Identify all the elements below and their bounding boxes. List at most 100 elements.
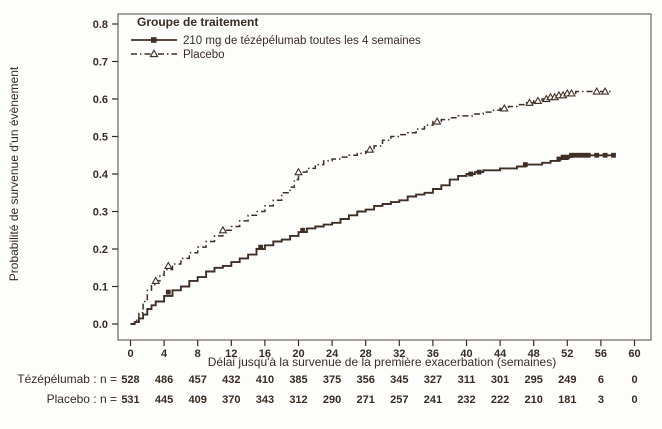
risk-value-tezepelumab: 528	[121, 374, 139, 386]
plot-frame	[117, 13, 652, 341]
x-tick-label: 48	[528, 348, 540, 360]
censor-triangle-marker-icon	[294, 167, 303, 176]
risk-value-placebo: 222	[491, 394, 509, 406]
censor-square-marker-icon	[611, 152, 616, 158]
censor-triangle-marker-icon	[365, 145, 375, 153]
x-tick-label: 24	[326, 348, 339, 360]
x-tick-label: 32	[393, 348, 405, 360]
y-axis-ticks: 0.0 0.1 0.2 0.3 0.4 0.5 0.6 0.7 0.8	[93, 19, 118, 331]
risk-value-placebo: 290	[323, 394, 341, 406]
x-tick-label: 16	[259, 348, 271, 360]
risk-value-tezepelumab: 457	[189, 374, 207, 386]
legend: Groupe de traitement 210 mg de tézépélum…	[131, 15, 421, 61]
censor-triangle-marker-icon	[567, 88, 576, 97]
risk-value-placebo: 271	[357, 394, 375, 406]
x-tick-label: 60	[628, 348, 640, 360]
censor-square-marker-icon	[594, 152, 600, 158]
x-tick-label: 0	[127, 348, 133, 360]
y-tick-label: 0.2	[93, 244, 108, 256]
risk-table-values: 528 486 457 432 410 385 375 356 345 327 311 301 295 2…	[121, 374, 637, 406]
risk-value-tezepelumab: 6	[598, 374, 604, 386]
risk-value-tezepelumab: 486	[155, 374, 173, 386]
censor-triangle-marker-icon	[218, 225, 228, 234]
x-axis-title: Délai jusqu'à la survenue de la première…	[208, 355, 556, 369]
curve-tezepelumab	[130, 154, 614, 325]
x-tick-label: 12	[225, 348, 237, 360]
legend-item-tezepelumab: 210 mg de tézépélumab toutes les 4 semai…	[131, 35, 421, 47]
censor-square-marker-icon	[602, 152, 608, 158]
censor-square-marker-icon	[560, 154, 566, 160]
censor-square-marker-icon	[165, 289, 171, 295]
risk-value-tezepelumab: 301	[491, 374, 509, 386]
x-tick-label: 52	[561, 348, 573, 360]
censor-triangle-marker-icon	[432, 116, 442, 125]
open-triangle-marker-icon	[149, 49, 159, 58]
risk-value-placebo: 409	[189, 394, 207, 406]
censor-triangle-marker-icon	[533, 96, 543, 105]
risk-value-placebo: 241	[424, 394, 442, 406]
y-axis-title: Probabilité de survenue d'un évènement	[7, 66, 21, 281]
risk-value-placebo: 3	[598, 394, 604, 406]
censor-square-marker-icon	[585, 152, 591, 158]
censor-square-marker-icon	[564, 154, 570, 160]
x-tick-label: 28	[360, 348, 372, 360]
risk-value-tezepelumab: 295	[525, 374, 543, 386]
risk-value-placebo: 370	[222, 394, 240, 406]
x-axis-ticks: 0 4 8 12 16 20 24 28 32 36 40 44 48 52 56 60	[127, 340, 641, 360]
censor-square-marker-icon	[522, 162, 528, 168]
risk-value-tezepelumab: 345	[390, 374, 408, 386]
risk-value-placebo: 531	[121, 394, 139, 406]
risk-row-label-placebo: Placebo : n =	[47, 392, 117, 406]
risk-value-placebo: 181	[558, 394, 576, 406]
censor-square-marker-icon	[581, 152, 587, 158]
censor-square-marker-icon	[573, 152, 579, 158]
risk-value-placebo: 232	[457, 394, 475, 406]
censor-triangle-marker-icon	[499, 103, 509, 112]
risk-value-tezepelumab: 0	[631, 374, 637, 386]
survival-curves	[130, 90, 614, 325]
censor-square-marker-icon	[468, 171, 474, 177]
risk-value-placebo: 445	[155, 394, 173, 406]
risk-value-tezepelumab: 375	[323, 374, 341, 386]
x-tick-label: 40	[460, 348, 472, 360]
risk-value-tezepelumab: 432	[222, 374, 240, 386]
risk-value-placebo: 257	[390, 394, 408, 406]
legend-title: Groupe de traitement	[137, 15, 258, 29]
x-tick-label: 20	[292, 348, 304, 360]
censor-triangle-marker-icon	[592, 86, 602, 95]
y-tick-label: 0.5	[93, 132, 108, 144]
risk-value-tezepelumab: 410	[256, 374, 274, 386]
legend-item-placebo: Placebo	[131, 49, 225, 61]
y-tick-label: 0.4	[93, 169, 109, 181]
y-tick-label: 0.8	[93, 19, 108, 31]
censor-square-marker-icon	[577, 152, 583, 158]
filled-square-marker-icon	[151, 37, 157, 43]
censor-square-marker-icon	[300, 227, 306, 233]
x-tick-label: 56	[595, 348, 607, 360]
x-tick-label: 44	[494, 348, 507, 360]
risk-value-placebo: 210	[525, 394, 543, 406]
y-tick-label: 0.3	[93, 207, 108, 219]
risk-value-tezepelumab: 356	[357, 374, 375, 386]
x-tick-label: 36	[427, 348, 439, 360]
censor-triangle-marker-icon	[525, 98, 534, 106]
risk-value-tezepelumab: 311	[458, 374, 476, 386]
censor-square-marker-icon	[556, 156, 562, 162]
legend-label-placebo: Placebo	[183, 49, 225, 61]
risk-value-tezepelumab: 249	[558, 374, 576, 386]
censor-square-marker-icon	[258, 244, 264, 250]
y-tick-label: 0.0	[93, 319, 108, 331]
censor-square-marker-icon	[476, 169, 482, 175]
censor-triangle-marker-icon	[163, 261, 173, 270]
risk-value-tezepelumab: 327	[424, 374, 442, 386]
x-tick-label: 4	[161, 348, 168, 360]
censor-square-marker-icon	[569, 152, 574, 158]
censor-triangle-marker-icon	[151, 276, 161, 285]
risk-value-placebo: 312	[289, 394, 307, 406]
x-tick-label: 8	[195, 348, 201, 360]
risk-value-placebo: 0	[631, 394, 637, 406]
censor-triangle-marker-icon	[600, 86, 610, 95]
risk-row-label-tezepelumab: Tézépélumab : n =	[17, 372, 117, 386]
